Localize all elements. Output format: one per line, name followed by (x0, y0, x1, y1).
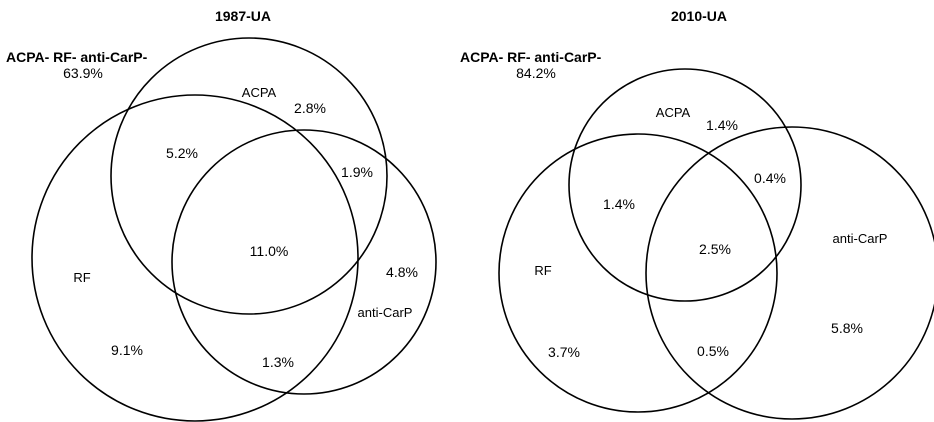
acpa-rf-value: 5.2% (166, 145, 198, 161)
acpa-label: ACPA (242, 85, 277, 100)
acpa-label: ACPA (656, 105, 691, 120)
rf-carp-value: 1.3% (262, 354, 294, 370)
rf-circle (31, 94, 359, 422)
rf-circle (498, 133, 778, 413)
diagram-title: 2010-UA (671, 8, 727, 24)
rf-carp-value: 0.5% (697, 343, 729, 359)
anti-carp-label: anti-CarP (358, 305, 413, 320)
carp-only-value: 5.8% (831, 320, 863, 336)
anti-carp-circle (645, 126, 934, 420)
venn-diagram-1987: 1987-UA ACPA- RF- anti-CarP- 63.9% ACPA … (6, 8, 437, 422)
venn-diagram-2010: 2010-UA ACPA- RF- anti-CarP- 84.2% ACPA … (460, 8, 934, 420)
acpa-only-value: 2.8% (294, 100, 326, 116)
diagram-title: 1987-UA (215, 8, 271, 24)
acpa-circle (110, 37, 388, 315)
all-three-value: 2.5% (699, 241, 731, 257)
triple-negative-value: 84.2% (516, 65, 556, 81)
triple-negative-label: ACPA- RF- anti-CarP- (460, 49, 602, 65)
acpa-carp-value: 1.9% (341, 164, 373, 180)
acpa-circle (568, 68, 802, 302)
acpa-only-value: 1.4% (706, 117, 738, 133)
rf-label: RF (73, 270, 90, 285)
carp-only-value: 4.8% (386, 264, 418, 280)
triple-negative-label: ACPA- RF- anti-CarP- (6, 49, 148, 65)
anti-carp-circle (171, 129, 437, 395)
anti-carp-label: anti-CarP (833, 231, 888, 246)
all-three-value: 11.0% (250, 243, 289, 259)
acpa-rf-value: 1.4% (603, 196, 635, 212)
rf-only-value: 3.7% (548, 344, 580, 360)
acpa-carp-value: 0.4% (754, 170, 786, 186)
triple-negative-value: 63.9% (63, 65, 103, 81)
rf-only-value: 9.1% (111, 342, 143, 358)
rf-label: RF (534, 263, 551, 278)
